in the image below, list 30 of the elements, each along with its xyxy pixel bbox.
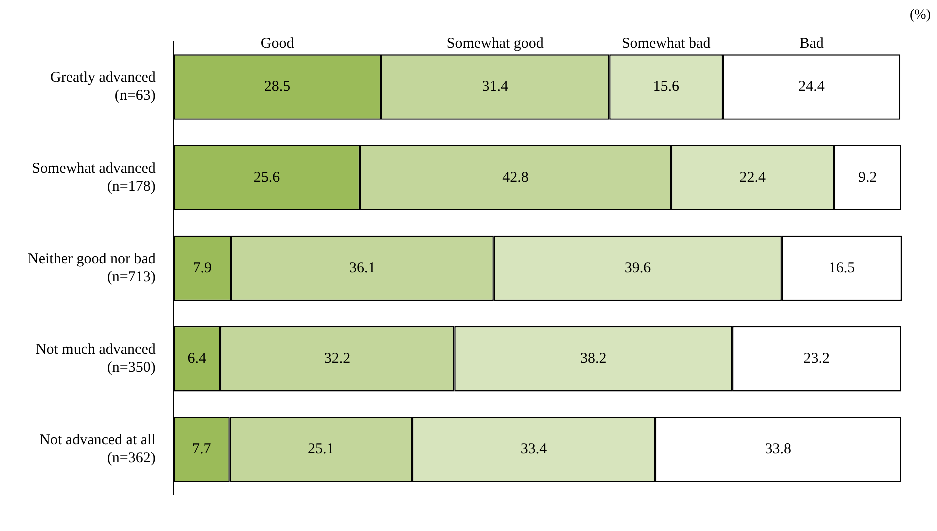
y-tick-label: Not much advanced (n=350) bbox=[36, 342, 156, 376]
data-label: 25.6 bbox=[254, 170, 281, 186]
data-label: 28.5 bbox=[264, 79, 291, 96]
series-label: Bad bbox=[800, 36, 824, 52]
data-label: 25.1 bbox=[308, 442, 334, 458]
y-tick-label: Not advanced at all (n=362) bbox=[40, 432, 156, 467]
series-label: Somewhat good bbox=[446, 36, 544, 52]
text: (%) bbox=[910, 8, 931, 24]
series-label: Somewhat bad bbox=[622, 36, 712, 52]
data-label: 33.8 bbox=[765, 442, 792, 458]
data-label: 24.4 bbox=[798, 79, 826, 96]
data-label: 39.6 bbox=[624, 260, 652, 276]
data-label: 31.4 bbox=[482, 79, 510, 96]
data-label: 36.1 bbox=[350, 260, 376, 276]
data-label: 7.7 bbox=[192, 442, 212, 458]
data-label: 38.2 bbox=[580, 351, 607, 368]
data-label: 22.4 bbox=[740, 170, 767, 186]
data-label: 15.6 bbox=[653, 79, 680, 96]
data-label: 16.5 bbox=[828, 260, 856, 276]
data-label: 6.4 bbox=[188, 351, 208, 368]
series-label: Good bbox=[260, 36, 295, 52]
data-label: 23.2 bbox=[804, 351, 830, 368]
y-tick-label: Somewhat advanced (n=178) bbox=[32, 160, 156, 195]
data-label: 42.8 bbox=[502, 170, 529, 186]
y-tick-label: Greatly advanced (n=63) bbox=[50, 70, 156, 104]
data-label: 9.2 bbox=[858, 170, 878, 186]
data-label: 33.4 bbox=[520, 442, 548, 458]
data-label: 32.2 bbox=[324, 351, 351, 368]
data-label: 7.9 bbox=[193, 260, 212, 276]
y-tick-label: Neither good nor bad (n=713) bbox=[28, 251, 156, 286]
